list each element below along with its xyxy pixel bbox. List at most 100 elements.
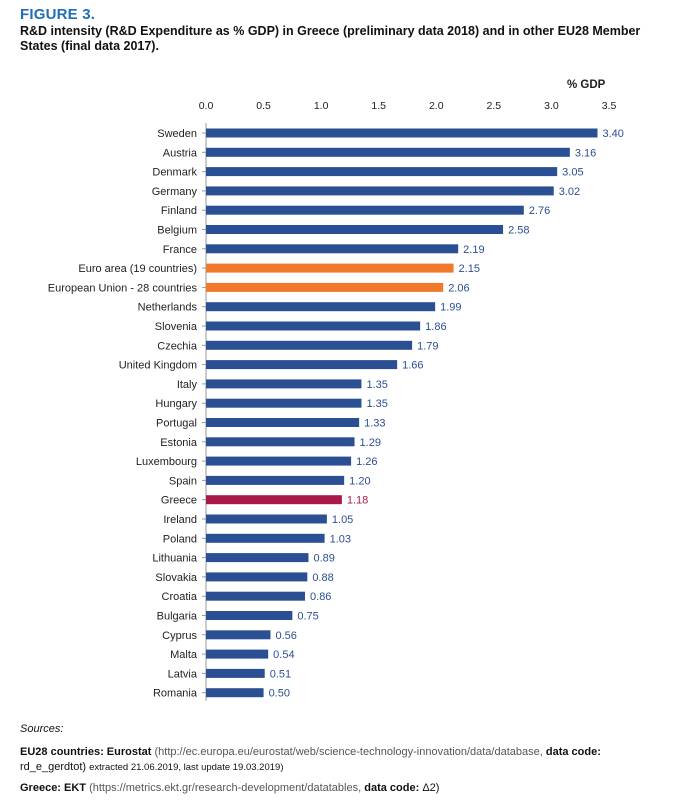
value-label: 2.76 bbox=[529, 205, 550, 217]
value-label: 0.88 bbox=[312, 572, 333, 584]
bar bbox=[206, 302, 436, 312]
value-label: 0.50 bbox=[269, 688, 290, 700]
category-label: Austria bbox=[163, 147, 198, 159]
bar bbox=[206, 572, 308, 582]
figure-title: R&D intensity (R&D Expenditure as % GDP)… bbox=[20, 24, 641, 53]
category-label: Greece bbox=[161, 495, 197, 507]
value-label: 1.35 bbox=[366, 398, 387, 410]
category-label: Sweden bbox=[157, 128, 197, 140]
bar bbox=[206, 186, 554, 196]
x-tick-label: 1.5 bbox=[371, 100, 386, 112]
bar bbox=[206, 553, 309, 563]
bar bbox=[206, 475, 345, 485]
category-label: Finland bbox=[161, 205, 197, 217]
bar bbox=[206, 418, 360, 427]
bar bbox=[206, 340, 413, 350]
category-label: Malta bbox=[170, 649, 198, 661]
bar bbox=[206, 668, 265, 678]
sources-gr-url[interactable]: (https://metrics.ekt.gr/research-develop… bbox=[89, 782, 362, 794]
category-label: Belgium bbox=[157, 225, 197, 237]
sources-eu-code-label: data code: bbox=[545, 746, 601, 758]
category-label: Slovakia bbox=[155, 572, 197, 584]
category-label: Ireland bbox=[163, 514, 197, 526]
bar bbox=[206, 205, 524, 215]
value-label: 1.29 bbox=[360, 437, 381, 449]
value-label: 0.54 bbox=[273, 649, 294, 661]
category-label: Portugal bbox=[156, 418, 197, 430]
sources-eu-prefix: EU28 countries: Eurostat bbox=[20, 746, 152, 758]
category-label: Germany bbox=[152, 186, 198, 198]
value-label: 1.99 bbox=[440, 302, 461, 314]
bar bbox=[206, 263, 454, 273]
bar bbox=[206, 514, 327, 524]
bar bbox=[206, 649, 269, 659]
value-label: 2.19 bbox=[463, 244, 484, 256]
value-label: 0.51 bbox=[270, 668, 291, 680]
bar bbox=[206, 360, 398, 370]
value-label: 1.18 bbox=[347, 495, 368, 507]
category-label: Romania bbox=[153, 688, 198, 700]
category-label: France bbox=[163, 244, 197, 256]
category-label: Luxembourg bbox=[136, 456, 197, 468]
category-label: Hungary bbox=[155, 398, 197, 410]
category-label: United Kingdom bbox=[119, 360, 197, 372]
x-tick-label: 2.5 bbox=[487, 100, 502, 112]
category-label: Italy bbox=[177, 379, 198, 391]
value-label: 1.26 bbox=[356, 456, 377, 468]
x-tick-label: 0.5 bbox=[256, 100, 271, 112]
value-label: 1.86 bbox=[425, 321, 446, 333]
value-label: 3.16 bbox=[575, 147, 596, 159]
value-label: 0.86 bbox=[310, 591, 331, 603]
bar bbox=[206, 398, 362, 408]
sources-eu-extracted: extracted 21.06.2019, last update 19.03.… bbox=[89, 762, 284, 773]
category-label: Croatia bbox=[162, 591, 198, 603]
value-label: 2.58 bbox=[508, 225, 529, 237]
category-label: Netherlands bbox=[138, 302, 198, 314]
value-label: 2.15 bbox=[459, 263, 480, 275]
x-tick-label: 0.0 bbox=[199, 100, 214, 112]
category-label: Latvia bbox=[168, 668, 198, 680]
sources-eu-url[interactable]: (http://ec.europa.eu/eurostat/web/scienc… bbox=[154, 746, 543, 758]
category-label: European Union - 28 countries bbox=[48, 282, 198, 294]
sources-block: Sources: EU28 countries: Eurostat (http:… bbox=[20, 722, 660, 802]
bar bbox=[206, 167, 558, 177]
category-label: Denmark bbox=[152, 167, 197, 179]
bar bbox=[206, 244, 459, 254]
sources-eu-code: rd_e_gerdtot) bbox=[20, 761, 87, 773]
bar bbox=[206, 128, 598, 138]
category-label: Estonia bbox=[160, 437, 198, 449]
sources-gr-code-label: data code: bbox=[364, 782, 420, 794]
value-label: 0.89 bbox=[313, 553, 334, 565]
value-label: 0.56 bbox=[275, 630, 296, 642]
bar bbox=[206, 630, 271, 640]
value-label: 1.20 bbox=[349, 475, 370, 487]
value-label: 2.06 bbox=[448, 282, 469, 294]
category-label: Cyprus bbox=[162, 630, 197, 642]
bar bbox=[206, 437, 355, 447]
category-label: Spain bbox=[169, 475, 197, 487]
value-label: 3.05 bbox=[562, 167, 583, 179]
category-label: Czechia bbox=[157, 340, 198, 352]
bar bbox=[206, 591, 306, 601]
value-label: 1.03 bbox=[330, 533, 351, 545]
bar bbox=[206, 282, 444, 292]
figure-label: FIGURE 3. bbox=[20, 6, 96, 23]
bar bbox=[206, 533, 325, 543]
x-tick-label: 1.0 bbox=[314, 100, 329, 112]
x-tick-label: 3.0 bbox=[544, 100, 559, 112]
bar bbox=[206, 456, 352, 466]
value-label: 1.66 bbox=[402, 360, 423, 372]
bar bbox=[206, 688, 264, 698]
value-label: 3.02 bbox=[559, 186, 580, 198]
value-label: 1.79 bbox=[417, 340, 438, 352]
value-label: 0.75 bbox=[297, 611, 318, 623]
x-tick-label: 2.0 bbox=[429, 100, 444, 112]
sources-eu-line: EU28 countries: Eurostat (http://ec.euro… bbox=[20, 745, 660, 775]
value-label: 1.33 bbox=[364, 418, 385, 430]
sources-gr-code: Δ2) bbox=[422, 782, 440, 794]
unit-label: % GDP bbox=[567, 79, 606, 91]
bar bbox=[206, 321, 421, 331]
bar bbox=[206, 147, 570, 157]
bar bbox=[206, 225, 504, 234]
sources-gr-line: Greece: EKT (https://metrics.ekt.gr/rese… bbox=[20, 781, 660, 796]
